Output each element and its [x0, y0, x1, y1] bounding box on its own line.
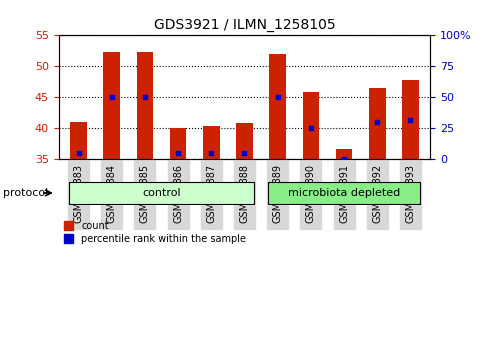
Bar — [269, 54, 285, 159]
Point — [240, 150, 248, 156]
Text: control: control — [142, 188, 181, 198]
Bar — [136, 52, 153, 159]
FancyBboxPatch shape — [68, 182, 254, 204]
Bar — [236, 124, 252, 159]
Point — [108, 95, 116, 100]
Point — [174, 150, 182, 156]
Point — [273, 95, 281, 100]
Point — [306, 125, 314, 131]
Text: microbiota depleted: microbiota depleted — [287, 188, 399, 198]
Point — [340, 156, 347, 162]
Title: GDS3921 / ILMN_1258105: GDS3921 / ILMN_1258105 — [153, 18, 335, 32]
Bar — [302, 92, 319, 159]
Point — [406, 117, 413, 122]
Legend: count, percentile rank within the sample: count, percentile rank within the sample — [63, 221, 245, 244]
Bar — [368, 88, 385, 159]
Point — [372, 119, 380, 125]
FancyBboxPatch shape — [267, 182, 420, 204]
Bar — [203, 126, 219, 159]
Bar — [103, 52, 120, 159]
Bar — [169, 128, 186, 159]
Point — [75, 150, 82, 156]
Bar — [70, 121, 87, 159]
Point — [207, 150, 215, 156]
Bar — [401, 80, 418, 159]
Bar — [335, 149, 352, 159]
Point — [141, 95, 148, 100]
Text: protocol: protocol — [3, 188, 48, 198]
